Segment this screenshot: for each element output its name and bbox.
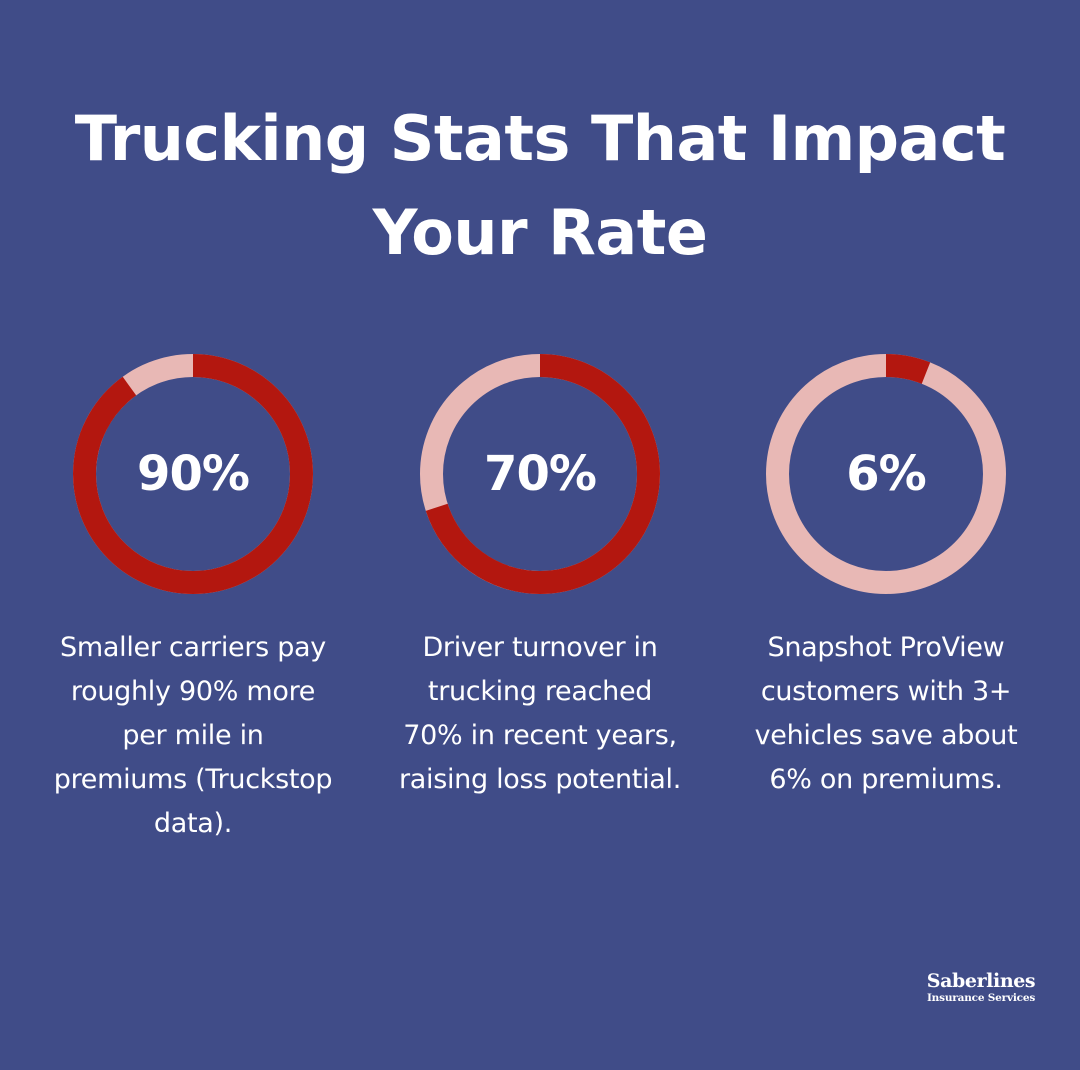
caption-line: 6% on premiums. — [769, 764, 1003, 795]
caption-line: vehicles save about — [754, 720, 1018, 751]
stat-caption-1: Smaller carriers pay roughly 90% more pe… — [23, 626, 363, 846]
donut-chart-2: 70% — [418, 352, 662, 596]
donut-svg-1 — [73, 354, 313, 594]
caption-line: premiums (Truckstop — [53, 764, 333, 795]
donut-svg-2 — [420, 354, 660, 594]
caption-line: data). — [153, 808, 233, 839]
caption-line: Snapshot ProView — [767, 632, 1005, 663]
caption-line: trucking reached — [427, 676, 653, 707]
title-line-1: Trucking Stats That Impact — [74, 102, 1006, 175]
donut-fill-2 — [420, 354, 660, 594]
stat-value-3: 6% — [846, 446, 927, 502]
stat-caption-2: Driver turnover in trucking reached 70% … — [370, 626, 710, 802]
caption-line: raising loss potential. — [398, 764, 682, 795]
donut-chart-3: 6% — [764, 352, 1008, 596]
stat-value-1: 90% — [137, 446, 250, 502]
stat-card-2: 70% Driver turnover in trucking reached … — [370, 352, 710, 802]
title-line-2: Your Rate — [372, 196, 708, 269]
caption-line: Driver turnover in — [422, 632, 658, 663]
caption-line: per mile in — [122, 720, 264, 751]
donut-fill-3 — [766, 354, 1006, 594]
brand-name: Saberlines — [926, 970, 1036, 992]
stat-card-3: 6% Snapshot ProView customers with 3+ ve… — [716, 352, 1056, 802]
brand-subtitle: Insurance Services — [926, 992, 1036, 1004]
caption-line: roughly 90% more — [70, 676, 316, 707]
donut-chart-1: 90% — [71, 352, 315, 596]
donut-svg-3 — [766, 354, 1006, 594]
stat-card-1: 90% Smaller carriers pay roughly 90% mor… — [23, 352, 363, 846]
page-title: Trucking Stats That Impact Your Rate — [0, 92, 1080, 280]
brand-logo: Saberlines Insurance Services — [918, 970, 1044, 1004]
caption-line: customers with 3+ — [760, 676, 1012, 707]
caption-line: 70% in recent years, — [403, 720, 677, 751]
stat-value-2: 70% — [484, 446, 597, 502]
caption-line: Smaller carriers pay — [60, 632, 326, 663]
stat-caption-3: Snapshot ProView customers with 3+ vehic… — [716, 626, 1056, 802]
donut-fill-1 — [73, 354, 313, 594]
